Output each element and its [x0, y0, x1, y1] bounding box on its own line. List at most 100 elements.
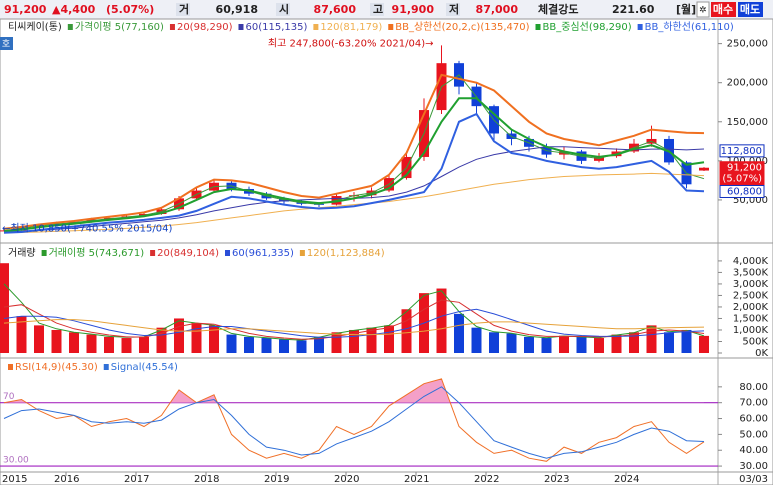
volume-bar — [244, 336, 254, 353]
sell-button[interactable] — [738, 2, 763, 17]
volume-bar — [681, 329, 692, 353]
legend-label: 60(115,135) — [245, 22, 307, 33]
volume-bar — [51, 329, 62, 353]
x-tick-label: 2022 — [474, 474, 499, 485]
y-tick-label: 200,000 — [727, 78, 768, 89]
volume-bar — [436, 288, 447, 353]
x-tick-label: 2019 — [264, 474, 289, 485]
legend-label: 60(961,335) — [232, 248, 294, 259]
volume-bar — [331, 332, 342, 353]
y-tick-label: 150,000 — [727, 117, 768, 128]
line — [3, 73, 705, 230]
x-tick-label: 2023 — [544, 474, 569, 485]
label-box — [370, 3, 384, 16]
volume-bar — [139, 336, 149, 353]
volume-bar — [226, 334, 237, 353]
frame — [0, 18, 773, 485]
x-tick-label: 2017 — [124, 474, 149, 485]
price: 91,200 — [4, 3, 47, 16]
label-box — [446, 3, 460, 16]
legend-swatch — [103, 364, 109, 370]
label-box — [176, 3, 190, 16]
volume-bar — [121, 338, 132, 353]
price-tag — [719, 184, 765, 198]
line — [3, 386, 705, 459]
y-tick-label: 60.00 — [739, 414, 768, 425]
volume-bar — [559, 335, 569, 353]
y-tick-label: 3,000K — [733, 279, 769, 290]
x-tick-label: 2020 — [334, 474, 359, 485]
line — [3, 97, 705, 232]
low-label: 저 — [449, 2, 459, 16]
volume-bar — [594, 338, 604, 353]
volume-bar — [69, 332, 79, 353]
volume-bar — [296, 340, 307, 353]
legend-label: 거래량 — [8, 247, 36, 259]
legend-label: BB_중심선(98,290) — [543, 21, 632, 33]
legend-label: 120(1,123,884) — [307, 248, 385, 259]
strength: 221.60 — [612, 3, 655, 16]
legend-label: 가격이평 5(77,160) — [75, 20, 164, 33]
volume-bar — [86, 334, 97, 353]
legend-label: BB_하한선(61,110) — [645, 20, 734, 33]
y-tick-label: 1,500K — [733, 313, 769, 324]
legend-label: Signal(45.54) — [111, 362, 178, 373]
y-tick-label: 50,000 — [733, 195, 768, 206]
line — [3, 308, 705, 338]
legend-swatch — [313, 24, 319, 30]
legend-label: 20(98,290) — [177, 22, 233, 33]
line — [3, 378, 705, 462]
y-tick-label: 50.00 — [739, 429, 768, 440]
x-tick-label: 2015 — [2, 474, 27, 485]
y-tick-label: 40.00 — [739, 445, 768, 456]
side-tag — [0, 37, 13, 50]
open-label: 시 — [279, 3, 289, 16]
legend-label: BB_상한선(20,2,c)(135,470) — [395, 21, 529, 33]
reference-label: 30.00 — [3, 456, 29, 466]
y-tick-label: 4,000K — [733, 256, 769, 267]
line — [3, 172, 705, 234]
line — [3, 112, 705, 234]
y-tick-label: 1,000K — [733, 325, 769, 336]
line — [3, 299, 705, 340]
y-tick-label: 500K — [742, 336, 768, 347]
volume-bar — [401, 309, 412, 353]
high: 91,900 — [392, 3, 435, 16]
price-tag-label: 112,800 — [721, 146, 762, 157]
price-tag-label: 91,200 — [727, 163, 762, 174]
settings-button[interactable] — [696, 1, 710, 18]
y-tick-label: 30.00 — [739, 461, 768, 472]
volume-bar — [611, 334, 622, 353]
plot-layer: 50,000100,000150,000200,000250,000티씨케이(통… — [0, 20, 768, 485]
period-button[interactable]: [월] — [676, 2, 696, 16]
legend-label: 거래이평 5(743,671) — [49, 247, 145, 259]
volume-bar — [489, 332, 499, 353]
buy-label: 매수 — [713, 2, 733, 16]
y-tick-label: 80.00 — [739, 382, 768, 393]
y-tick-label: 2,500K — [733, 290, 769, 301]
top-bar — [0, 0, 773, 19]
price-tag-sub: (5.07%) — [722, 174, 762, 185]
line — [3, 74, 705, 231]
volume-bar — [576, 336, 587, 353]
y-tick-label: 0K — [755, 348, 768, 359]
open: 87,600 — [314, 3, 357, 16]
volume-bar — [156, 327, 167, 353]
legend-label: 티씨케이(통) — [8, 21, 62, 33]
x-tick-label: 03/03 — [739, 474, 768, 485]
x-tick-label: 2024 — [614, 474, 639, 485]
high-label: 고 — [373, 3, 383, 16]
buy-button[interactable] — [711, 2, 736, 17]
price-tag — [719, 144, 765, 158]
volume-bar — [0, 263, 9, 353]
low: 87,000 — [476, 3, 519, 16]
volume-bar — [366, 327, 377, 353]
annotation: 최고 247,800(-63.20% 2021/04)→ — [268, 37, 434, 49]
settings-icon: ✲ — [699, 6, 707, 16]
side-tag-label: 호 — [2, 39, 10, 50]
volume-bar — [524, 336, 534, 353]
volume-bar — [16, 316, 27, 353]
overbought-area — [4, 378, 451, 403]
volume-bar — [34, 325, 44, 353]
